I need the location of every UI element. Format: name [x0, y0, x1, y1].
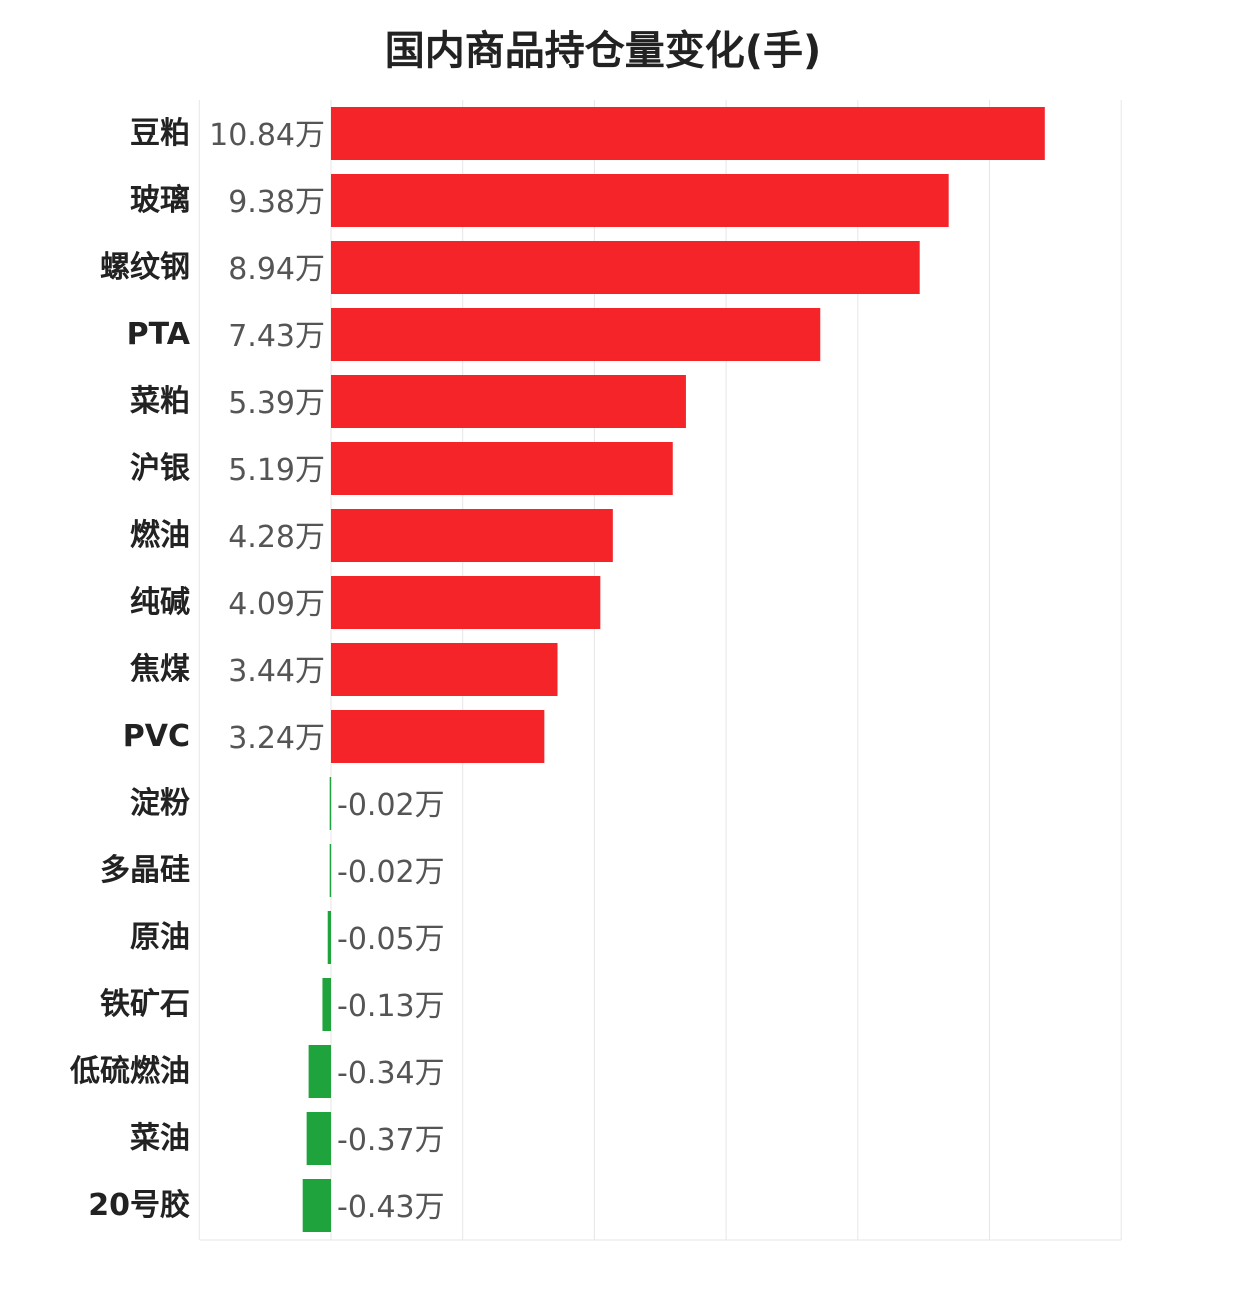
category-label: 菜油 — [130, 1121, 190, 1156]
category-label: 纯碱 — [130, 585, 190, 620]
chart-title: 国内商品持仓量变化(手) — [384, 28, 822, 74]
data-label: -0.43万 — [337, 1190, 445, 1225]
data-label: 4.09万 — [228, 587, 325, 622]
data-label: 8.94万 — [228, 252, 325, 287]
bar — [302, 1179, 331, 1232]
data-label: 3.24万 — [228, 721, 325, 756]
bar — [308, 1045, 331, 1098]
category-label: 多晶硅 — [100, 853, 190, 888]
bar — [306, 1112, 331, 1165]
bar — [327, 911, 331, 964]
data-label: -0.02万 — [337, 788, 445, 823]
bar — [331, 509, 613, 562]
bar — [331, 710, 545, 763]
data-label: -0.34万 — [337, 1056, 445, 1091]
category-label: 螺纹钢 — [100, 250, 190, 285]
data-label: 5.19万 — [228, 453, 325, 488]
bar — [331, 576, 601, 629]
bar — [331, 107, 1045, 160]
category-label: 低硫燃油 — [69, 1054, 190, 1089]
bar — [331, 442, 673, 495]
category-label: 沪银 — [130, 451, 190, 486]
data-label: 7.43万 — [228, 319, 325, 354]
bar — [331, 375, 686, 428]
bar — [329, 777, 332, 830]
data-label: -0.37万 — [337, 1123, 445, 1158]
category-label: 铁矿石 — [100, 987, 190, 1022]
bar — [331, 643, 558, 696]
data-label: -0.05万 — [337, 922, 445, 957]
category-label: 燃油 — [130, 518, 190, 553]
bar — [329, 844, 332, 897]
category-label: 原油 — [130, 920, 190, 955]
category-label: 豆粕 — [130, 116, 190, 151]
category-label: 20号胶 — [88, 1188, 190, 1223]
data-label: 3.44万 — [228, 654, 325, 689]
category-label: 淀粉 — [130, 786, 190, 821]
category-label: 焦煤 — [130, 652, 190, 687]
bars — [302, 107, 1045, 1232]
data-label: 10.84万 — [209, 118, 325, 153]
data-label: 5.39万 — [228, 386, 325, 421]
category-label: PTA — [127, 317, 191, 352]
data-label: 9.38万 — [228, 185, 325, 220]
bar — [331, 241, 920, 294]
category-label: PVC — [123, 719, 190, 754]
data-label: -0.02万 — [337, 855, 445, 890]
bar — [331, 174, 949, 227]
category-label: 玻璃 — [130, 183, 190, 218]
bar — [331, 308, 821, 361]
category-label: 菜粕 — [130, 384, 190, 419]
data-label: 4.28万 — [228, 520, 325, 555]
data-label: -0.13万 — [337, 989, 445, 1024]
bar — [322, 978, 331, 1031]
